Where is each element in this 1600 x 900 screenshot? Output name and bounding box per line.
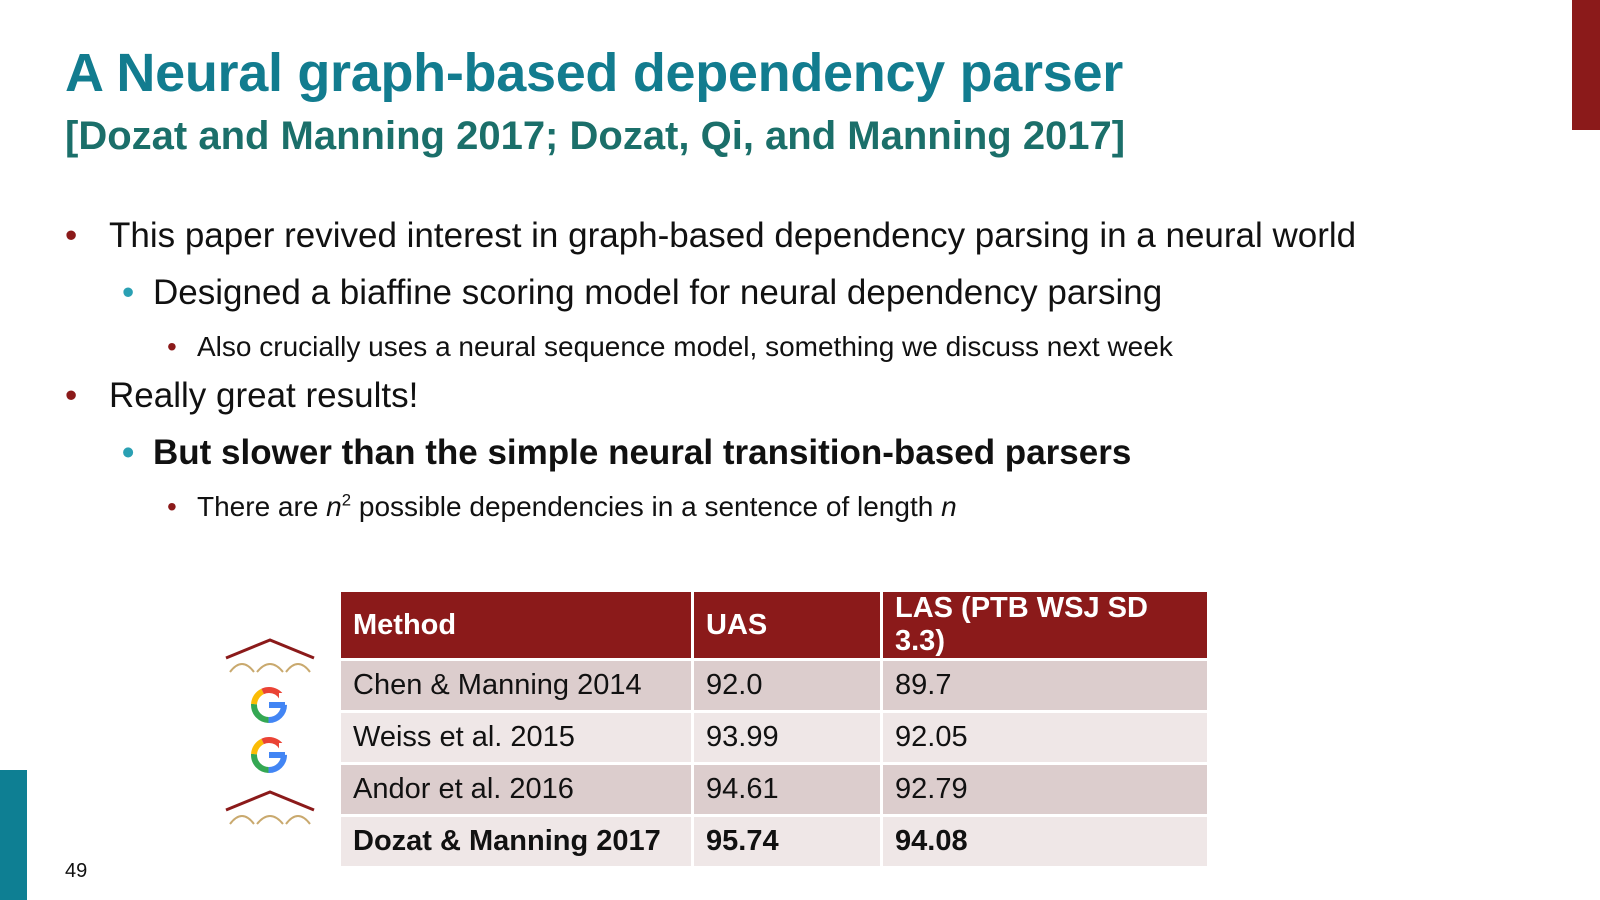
bullet-marker: • <box>167 491 177 522</box>
bullet-n-squared: • There are n2 possible dependencies in … <box>167 490 957 523</box>
bullet-marker: • <box>122 433 135 472</box>
column-header-las: LAS (PTB WSJ SD 3.3) <box>883 592 1207 658</box>
bullet-text: Also crucially uses a neural sequence mo… <box>197 331 1173 362</box>
stanford-arches-icon <box>225 638 315 673</box>
cell-uas: 92.0 <box>694 661 880 710</box>
page-number: 49 <box>65 860 88 882</box>
cell-uas: 93.99 <box>694 713 880 762</box>
exponent: 2 <box>341 490 352 510</box>
bullet-slower: • But slower than the simple neural tran… <box>122 433 1132 473</box>
slide-title: A Neural graph-based dependency parser <box>65 43 1123 103</box>
table-row: Chen & Manning 2014 92.0 89.7 <box>341 661 1207 710</box>
top-right-accent-bar <box>1572 0 1600 130</box>
bullet-text: But slower than the simple neural transi… <box>153 433 1132 472</box>
table-row: Dozat & Manning 2017 95.74 94.08 <box>341 817 1207 866</box>
bullet-marker: • <box>65 376 78 415</box>
cell-uas: 95.74 <box>694 817 880 866</box>
column-header-uas: UAS <box>694 592 880 658</box>
cell-method: Weiss et al. 2015 <box>341 713 691 762</box>
cell-uas: 94.61 <box>694 765 880 814</box>
cell-las: 92.05 <box>883 713 1207 762</box>
bullet-text-middle: possible dependencies in a sentence of l… <box>351 491 942 522</box>
bullet-revived-interest: • This paper revived interest in graph-b… <box>65 216 1357 256</box>
google-icon <box>251 687 288 723</box>
bullet-text: Really great results! <box>109 376 419 415</box>
bullet-text: Designed a biaffine scoring model for ne… <box>153 273 1163 312</box>
table-header-row: Method UAS LAS (PTB WSJ SD 3.3) <box>341 592 1207 658</box>
cell-las: 94.08 <box>883 817 1207 866</box>
bullet-biaffine-model: • Designed a biaffine scoring model for … <box>122 273 1163 313</box>
variable-n: n <box>941 491 957 522</box>
bullet-marker: • <box>167 331 177 362</box>
variable-n: n <box>326 491 342 522</box>
bullet-text: This paper revived interest in graph-bas… <box>109 216 1357 255</box>
bullet-marker: • <box>122 273 135 312</box>
cell-las: 89.7 <box>883 661 1207 710</box>
cell-method: Chen & Manning 2014 <box>341 661 691 710</box>
cell-las: 92.79 <box>883 765 1207 814</box>
column-header-method: Method <box>341 592 691 658</box>
bottom-left-accent-bar <box>0 770 27 900</box>
bullet-marker: • <box>65 216 78 255</box>
bullet-great-results: • Really great results! <box>65 376 419 416</box>
bullet-sequence-model: • Also crucially uses a neural sequence … <box>167 331 1173 363</box>
stanford-arches-icon <box>225 790 315 825</box>
table-row: Andor et al. 2016 94.61 92.79 <box>341 765 1207 814</box>
cell-method: Andor et al. 2016 <box>341 765 691 814</box>
results-table: Method UAS LAS (PTB WSJ SD 3.3) Chen & M… <box>338 589 1210 869</box>
google-icon <box>251 737 288 773</box>
table-row: Weiss et al. 2015 93.99 92.05 <box>341 713 1207 762</box>
slide-subtitle: [Dozat and Manning 2017; Dozat, Qi, and … <box>65 114 1126 158</box>
bullet-text-prefix: There are <box>197 491 327 522</box>
cell-method: Dozat & Manning 2017 <box>341 817 691 866</box>
